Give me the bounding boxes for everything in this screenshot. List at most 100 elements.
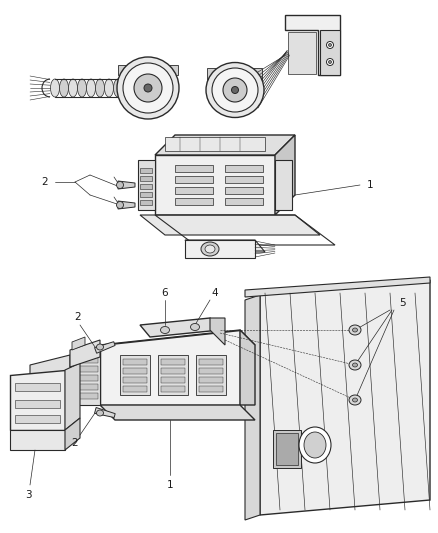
Polygon shape: [320, 30, 340, 75]
Polygon shape: [118, 181, 135, 189]
Bar: [140, 168, 152, 173]
Bar: [72, 366, 98, 372]
Polygon shape: [70, 350, 100, 405]
Ellipse shape: [96, 344, 103, 350]
Polygon shape: [65, 418, 80, 450]
Bar: [158, 355, 188, 395]
Bar: [175, 198, 213, 205]
Bar: [140, 200, 152, 205]
Polygon shape: [95, 342, 115, 353]
Polygon shape: [285, 15, 340, 75]
Polygon shape: [210, 318, 225, 345]
Ellipse shape: [326, 59, 333, 66]
Ellipse shape: [60, 79, 68, 97]
Polygon shape: [275, 160, 292, 210]
Ellipse shape: [349, 395, 361, 405]
Bar: [199, 359, 223, 365]
Ellipse shape: [105, 79, 113, 97]
Polygon shape: [95, 408, 115, 417]
Ellipse shape: [144, 84, 152, 92]
Bar: [175, 187, 213, 194]
Polygon shape: [250, 68, 262, 80]
Ellipse shape: [95, 79, 105, 97]
Polygon shape: [207, 68, 220, 80]
Ellipse shape: [113, 79, 123, 97]
Ellipse shape: [328, 61, 332, 63]
Ellipse shape: [205, 245, 215, 253]
Ellipse shape: [326, 42, 333, 49]
Bar: [199, 377, 223, 383]
Polygon shape: [15, 383, 60, 391]
Text: 6: 6: [162, 288, 168, 298]
Ellipse shape: [117, 182, 124, 189]
Ellipse shape: [206, 62, 264, 117]
Bar: [123, 386, 147, 392]
Polygon shape: [155, 135, 295, 155]
Bar: [123, 359, 147, 365]
Polygon shape: [185, 240, 255, 258]
Ellipse shape: [123, 63, 173, 113]
Bar: [175, 165, 213, 172]
Bar: [72, 357, 98, 363]
Text: 5: 5: [399, 298, 405, 308]
Ellipse shape: [134, 74, 162, 102]
Bar: [225, 198, 263, 205]
Bar: [199, 368, 223, 374]
Polygon shape: [10, 370, 65, 430]
Ellipse shape: [160, 327, 170, 334]
Polygon shape: [138, 160, 155, 210]
Polygon shape: [65, 363, 80, 430]
Polygon shape: [168, 65, 178, 75]
Polygon shape: [140, 215, 320, 235]
Ellipse shape: [212, 68, 258, 112]
Text: 2: 2: [42, 177, 48, 187]
Bar: [225, 187, 263, 194]
Ellipse shape: [201, 242, 219, 256]
Polygon shape: [240, 330, 255, 405]
Text: 2: 2: [75, 312, 81, 322]
Text: 2: 2: [72, 438, 78, 448]
Bar: [273, 430, 301, 468]
Polygon shape: [118, 201, 135, 209]
Bar: [72, 375, 98, 381]
Ellipse shape: [50, 79, 60, 97]
Polygon shape: [275, 135, 295, 215]
Polygon shape: [10, 430, 65, 450]
Polygon shape: [15, 400, 60, 408]
Bar: [165, 137, 265, 151]
Ellipse shape: [353, 328, 357, 332]
Bar: [140, 176, 152, 181]
Polygon shape: [288, 32, 316, 74]
Ellipse shape: [299, 427, 331, 463]
Ellipse shape: [117, 201, 124, 208]
Polygon shape: [155, 155, 275, 215]
Ellipse shape: [78, 79, 86, 97]
Polygon shape: [100, 330, 255, 360]
Ellipse shape: [304, 432, 326, 458]
Polygon shape: [15, 415, 60, 423]
Bar: [199, 386, 223, 392]
Polygon shape: [185, 240, 265, 252]
Bar: [72, 384, 98, 390]
Bar: [72, 393, 98, 399]
Bar: [123, 377, 147, 383]
Bar: [225, 165, 263, 172]
Bar: [161, 359, 185, 365]
Ellipse shape: [223, 78, 247, 102]
Bar: [140, 184, 152, 189]
Ellipse shape: [349, 325, 361, 335]
Ellipse shape: [353, 398, 357, 402]
Bar: [161, 377, 185, 383]
Ellipse shape: [191, 324, 199, 330]
Ellipse shape: [328, 44, 332, 46]
Ellipse shape: [232, 86, 239, 93]
Bar: [161, 386, 185, 392]
Text: 4: 4: [212, 288, 218, 298]
Polygon shape: [140, 318, 220, 337]
Polygon shape: [72, 337, 85, 350]
Ellipse shape: [96, 410, 103, 416]
Bar: [161, 368, 185, 374]
Bar: [196, 355, 226, 395]
Text: 1: 1: [367, 180, 373, 190]
Text: 3: 3: [25, 490, 31, 500]
